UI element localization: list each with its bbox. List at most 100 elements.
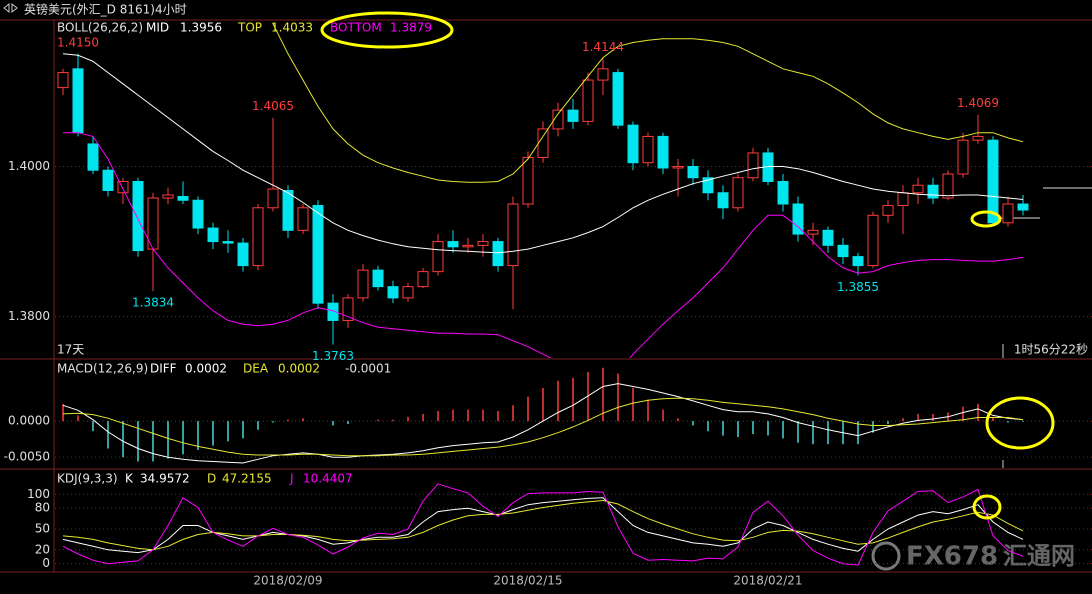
legend-title: KDJ(9,3,3)	[57, 472, 118, 486]
indicator-line	[272, 23, 1024, 183]
candle-body	[387, 286, 399, 299]
candle-body	[507, 203, 519, 267]
candle-body	[822, 229, 834, 246]
candle-body	[612, 72, 624, 126]
watermark: FX678 汇通网	[871, 541, 1075, 572]
legend-name: D	[207, 472, 216, 486]
panel	[55, 483, 1092, 566]
x-tick-label: 2018/02/09	[253, 574, 322, 588]
panel-borders	[0, 19, 1092, 573]
candle-body	[327, 302, 339, 321]
candle-body	[312, 205, 324, 304]
y-tick-label: 1.3800	[8, 309, 50, 323]
candle-body	[402, 286, 414, 299]
candle-body	[927, 184, 939, 199]
candle-body	[432, 241, 444, 273]
legend-name: DEA	[243, 362, 269, 376]
y-tick-label: 0	[42, 556, 50, 570]
candle-body	[987, 139, 999, 224]
indicator-line	[62, 397, 1024, 457]
candle-body	[537, 128, 549, 158]
candle-body	[567, 109, 579, 122]
legend-value: -0.0001	[345, 362, 391, 376]
legend-name: TOP	[237, 21, 262, 35]
legend-name: K	[125, 472, 134, 486]
candle-body	[237, 242, 249, 267]
panel	[55, 23, 1092, 358]
legend-value: 0.0002	[278, 362, 320, 376]
indicator-line	[62, 383, 1024, 464]
indicator-line	[63, 132, 1024, 358]
candle-body	[897, 192, 909, 207]
price-annotation: 1.4144	[582, 40, 624, 54]
legend-value: 1.4033	[271, 21, 313, 35]
y-tick-label: 50	[35, 521, 50, 535]
candle-body	[57, 72, 69, 89]
candle-body	[357, 269, 369, 299]
x-tick-label: 2018/02/15	[493, 574, 562, 588]
legend-title: BOLL(26,26,2)	[57, 21, 143, 35]
y-tick-label: 80	[35, 501, 50, 515]
candle-body	[687, 165, 699, 179]
candle-body	[642, 135, 654, 164]
candle-body	[792, 203, 804, 235]
watermark-logo	[871, 541, 901, 571]
legend-value: 1.3956	[180, 21, 222, 35]
candle-body	[972, 135, 984, 141]
y-tick-label: 100	[27, 487, 50, 501]
candle-body	[1017, 203, 1029, 211]
indicator-line	[62, 483, 1024, 566]
price-annotation: 1.3763	[312, 349, 354, 363]
candle-body	[462, 244, 474, 248]
highlight-ellipse	[972, 494, 1002, 520]
price-annotation: 1.4150	[57, 35, 99, 49]
candle-body	[627, 124, 639, 164]
period-label: 17天	[57, 343, 84, 357]
highlights	[320, 11, 1055, 520]
indicator-line	[62, 53, 1024, 254]
legend-title: MACD(12,26,9)	[57, 362, 148, 376]
watermark-text: FX678	[906, 542, 998, 572]
candle-body	[117, 180, 129, 194]
price-annotation: 1.4069	[957, 96, 999, 110]
indicator-line	[62, 499, 1024, 551]
candle-body	[732, 177, 744, 209]
candle-body	[957, 139, 969, 175]
candle-body	[477, 241, 489, 246]
window-title: 英镑美元(外汇_D 8161)4小时	[24, 2, 187, 17]
legend-name: BOTTOM	[330, 21, 382, 35]
indicator-line	[62, 497, 1024, 554]
y-tick-label: 20	[35, 542, 50, 556]
panel	[55, 367, 1092, 464]
candle-body	[132, 180, 144, 252]
candle-body	[882, 205, 894, 216]
legend-value: 0.0002	[185, 362, 227, 376]
candle-body	[777, 180, 789, 205]
candle-body	[552, 109, 564, 130]
candle-body	[417, 271, 429, 288]
legend-name: MID	[146, 21, 169, 35]
candle-body	[582, 79, 594, 122]
candle-body	[282, 190, 294, 231]
highlight-ellipse	[985, 396, 1055, 450]
candle-body	[837, 244, 849, 258]
title-bar: 英镑美元(外汇_D 8161)4小时	[3, 2, 187, 17]
candle-body	[672, 165, 684, 169]
candle-body	[342, 297, 354, 321]
candle-body	[702, 177, 714, 194]
price-annotation: 1.3855	[837, 280, 879, 294]
price-annotation: 1.4065	[252, 99, 294, 113]
candle-body	[942, 173, 954, 199]
candle-body	[222, 241, 234, 244]
legend-value: 10.4407	[303, 472, 353, 486]
candle-body	[1002, 203, 1014, 224]
legend-value: 34.9572	[140, 472, 190, 486]
nav-icon[interactable]	[3, 2, 18, 14]
candle-body	[747, 152, 759, 179]
candle-body	[267, 188, 279, 209]
candle-body	[447, 241, 459, 248]
candle-body	[297, 207, 309, 231]
legend-name: J	[289, 472, 294, 486]
countdown: 1时56分22秒	[1014, 343, 1088, 357]
